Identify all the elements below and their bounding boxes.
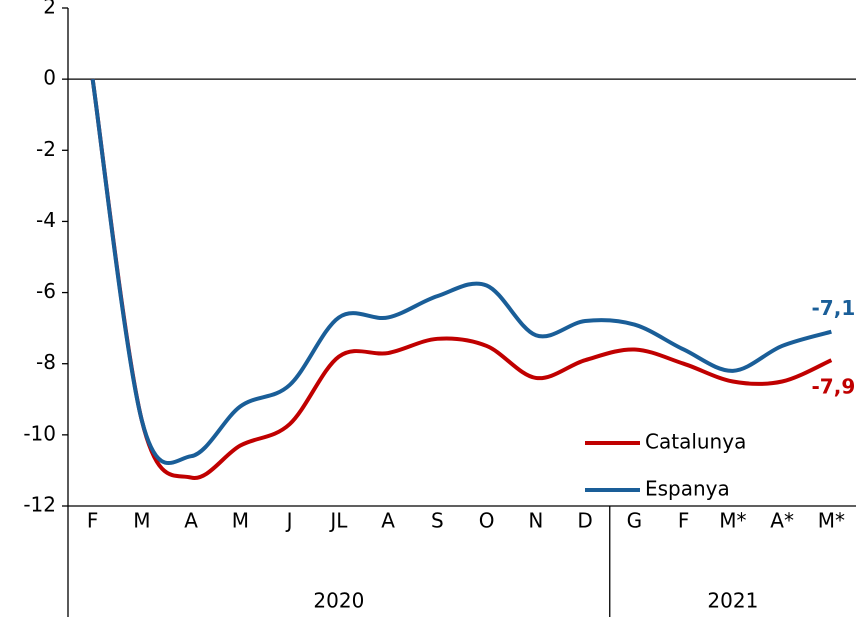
x-tick-label: JL [328, 509, 348, 533]
value-label: -7,9 [812, 375, 856, 399]
x-tick-label: M* [818, 509, 845, 533]
x-tick-label: G [627, 509, 643, 533]
x-tick-label: F [678, 509, 690, 533]
y-tick-label: 2 [43, 0, 56, 19]
y-tick-label: -6 [36, 279, 56, 303]
x-tick-label: A [184, 509, 198, 533]
line [90, 78, 833, 480]
value-label: -7,1 [812, 296, 856, 320]
y-tick-label: -4 [36, 208, 56, 232]
y-tick-label: -2 [36, 137, 56, 161]
x-tick-label: A* [770, 509, 794, 533]
x-tick-label: M [133, 509, 150, 533]
line [90, 78, 832, 466]
x-tick-label: M [232, 509, 249, 533]
x-tick-label: J [285, 509, 293, 533]
x-tick-label: O [479, 509, 495, 533]
x-tick-label: M* [719, 509, 746, 533]
legend-label: Espanya [645, 477, 730, 501]
y-tick-label: -12 [23, 493, 56, 517]
y-tick-label: 0 [43, 66, 56, 90]
x-tick-label: A [381, 509, 395, 533]
x-tick-label: S [431, 509, 444, 533]
legend-label: Catalunya [645, 430, 746, 454]
year-label: 2021 [707, 589, 758, 613]
x-tick-label: N [528, 509, 543, 533]
x-tick-label: F [87, 509, 99, 533]
y-tick-label: -10 [23, 421, 56, 445]
y-tick-label: -8 [36, 350, 56, 374]
year-label: 2020 [313, 589, 364, 613]
x-tick-label: D [577, 509, 592, 533]
